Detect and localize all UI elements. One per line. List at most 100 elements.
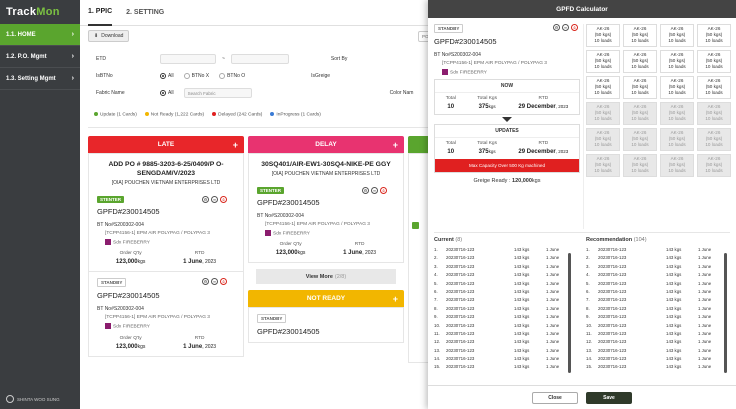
close-button[interactable]: Close — [532, 391, 578, 404]
machine-cell[interactable]: AK-26 (50 kgs) 10 loads — [623, 102, 657, 125]
list-item[interactable]: 1. 20230716-123 143 kgs 1 June — [434, 247, 578, 255]
machine-cell[interactable]: AK-26 (50 kgs) 10 loads — [623, 154, 657, 177]
machine-cell[interactable]: AK-26 (50 kgs) 10 loads — [623, 128, 657, 151]
save-button[interactable]: Save — [586, 391, 632, 404]
machine-cell[interactable]: AK-26 (50 kgs) 10 loads — [660, 128, 694, 151]
machine-cell[interactable]: AK-26 (50 kgs) 10 loads — [660, 154, 694, 177]
machine-cell[interactable]: AK-26 (50 kgs) 10 loads — [586, 76, 620, 99]
order-card[interactable]: 30SQ401/AIR-EW1-30SQ4-NIKE-PE GGY [OIA] … — [248, 153, 404, 264]
sidebar-item-setting-mgmt[interactable]: 1.3. Setting Mgmt › — [0, 68, 80, 90]
list-item[interactable]: 11. 20230716-123 143 kgs 1 June — [586, 331, 730, 339]
settings-icon[interactable]: ⚙ — [362, 187, 369, 194]
list-item[interactable]: 14. 20230716-123 143 kgs 1 June — [586, 356, 730, 364]
list-item[interactable]: 8. 20230716-123 143 kgs 1 June — [434, 306, 578, 314]
list-item[interactable]: 9. 20230716-123 143 kgs 1 June — [434, 314, 578, 322]
add-icon[interactable]: + — [232, 139, 238, 150]
machine-cell[interactable]: AK-26 (50 kgs) 10 loads — [586, 24, 620, 47]
machine-cell[interactable]: AK-26 (50 kgs) 10 loads — [697, 76, 731, 99]
machine-cell[interactable]: AK-26 (50 kgs) 10 loads — [586, 154, 620, 177]
list-item[interactable]: 3. 20230716-123 143 kgs 1 June — [434, 264, 578, 272]
settings-icon[interactable]: ⚙ — [553, 24, 560, 31]
add-icon[interactable]: + — [392, 139, 398, 150]
order-card[interactable]: STANDBY ⚙ ∞ ⦸ GPFD#230014505 BT No#S200302… — [88, 272, 244, 357]
row-date: 1 June — [698, 255, 712, 261]
settings-icon[interactable]: ⚙ — [202, 196, 209, 203]
list-item[interactable]: 1. 20230716-123 143 kgs 1 June — [586, 247, 730, 255]
list-item[interactable]: 10. 20230716-123 143 kgs 1 June — [586, 323, 730, 331]
list-item[interactable]: 12. 20230716-123 143 kgs 1 June — [586, 339, 730, 347]
list-item[interactable]: 5. 20230716-123 143 kgs 1 June — [434, 281, 578, 289]
machine-cell[interactable]: AK-26 (50 kgs) 10 loads — [697, 102, 731, 125]
machine-cell[interactable]: AK-26 (50 kgs) 10 loads — [586, 102, 620, 125]
etd-end-input[interactable] — [230, 53, 289, 64]
list-item[interactable]: 8. 20230716-123 143 kgs 1 June — [586, 306, 730, 314]
list-item[interactable]: 13. 20230716-123 143 kgs 1 June — [586, 348, 730, 356]
block-icon[interactable]: ⦸ — [220, 196, 227, 203]
list-item[interactable]: 13. 20230716-123 143 kgs 1 June — [434, 348, 578, 356]
machine-cell[interactable]: AK-26 (50 kgs) 10 loads — [660, 102, 694, 125]
list-item[interactable]: 3. 20230716-123 143 kgs 1 June — [586, 264, 730, 272]
radio-btno-x[interactable]: BTNo X — [183, 72, 209, 79]
add-icon[interactable]: + — [392, 293, 398, 304]
list-item[interactable]: 7. 20230716-123 143 kgs 1 June — [586, 297, 730, 305]
list-item[interactable]: 4. 20230716-123 143 kgs 1 June — [586, 272, 730, 280]
machine-cell[interactable]: AK-26 (50 kgs) 10 loads — [697, 50, 731, 73]
block-icon[interactable]: ⦸ — [220, 278, 227, 286]
machine-cell[interactable]: AK-26 (50 kgs) 10 loads — [586, 128, 620, 151]
list-item[interactable]: 2. 20230716-123 143 kgs 1 June — [434, 255, 578, 263]
list-item[interactable]: 4. 20230716-123 143 kgs 1 June — [434, 272, 578, 280]
list-item[interactable]: 10. 20230716-123 143 kgs 1 June — [434, 323, 578, 331]
scrollbar[interactable] — [568, 253, 571, 373]
link-icon[interactable]: ∞ — [371, 187, 378, 194]
row-index: 7. — [586, 297, 590, 303]
fabric-radio-all[interactable]: All — [160, 89, 174, 96]
tab-ppic[interactable]: 1. PPIC — [88, 0, 113, 26]
link-icon[interactable]: ∞ — [211, 278, 218, 286]
etd-start-input[interactable] — [160, 53, 216, 64]
list-item[interactable]: 12. 20230716-123 143 kgs 1 June — [434, 339, 578, 347]
list-item[interactable]: 6. 20230716-123 143 kgs 1 June — [586, 289, 730, 297]
list-item[interactable]: 7. 20230716-123 143 kgs 1 June — [434, 297, 578, 305]
machine-cell[interactable]: AK-26 (50 kgs) 10 loads — [697, 154, 731, 177]
radio-btno-o[interactable]: BTNo O — [219, 72, 245, 79]
block-icon[interactable]: ⦸ — [380, 187, 387, 194]
app-logo[interactable]: TrackMon — [0, 0, 80, 24]
list-item[interactable]: 11. 20230716-123 143 kgs 1 June — [434, 331, 578, 339]
settings-icon[interactable]: ⚙ — [202, 278, 209, 286]
list-item[interactable]: 5. 20230716-123 143 kgs 1 June — [586, 281, 730, 289]
list-item[interactable]: 9. 20230716-123 143 kgs 1 June — [586, 314, 730, 322]
total-kgs-label: Total Kgs — [477, 141, 497, 147]
top-tabs: 1. PPIC 2. SETTING — [80, 0, 736, 26]
machine-capacity: (50 kgs) — [594, 32, 612, 37]
list-item[interactable]: 15. 20230716-123 143 kgs 1 June — [586, 364, 730, 372]
scrollbar[interactable] — [724, 253, 727, 373]
machine-cell[interactable]: AK-26 (50 kgs) 10 loads — [623, 50, 657, 73]
radio-all[interactable]: All — [160, 72, 174, 79]
link-icon[interactable]: ∞ — [211, 196, 218, 203]
machine-cell[interactable]: AK-26 (50 kgs) 10 loads — [660, 24, 694, 47]
order-card[interactable]: STANDBY GPFD#230014505 — [248, 307, 404, 344]
tab-setting[interactable]: 2. SETTING — [126, 9, 165, 16]
machine-grid: AK-26 (50 kgs) 10 loads AK-26 (50 kgs) 10 loa… — [586, 24, 732, 177]
sidebar-item-po-mgmt[interactable]: 1.2. P.O. Mgmt › — [0, 46, 80, 68]
machine-cell[interactable]: AK-26 (50 kgs) 10 loads — [660, 76, 694, 99]
machine-cell[interactable]: AK-26 (50 kgs) 10 loads — [660, 50, 694, 73]
block-icon[interactable]: ⦸ — [571, 24, 578, 31]
machine-cell[interactable]: AK-26 (50 kgs) 10 loads — [586, 50, 620, 73]
list-item[interactable]: 2. 20230716-123 143 kgs 1 June — [586, 255, 730, 263]
list-item[interactable]: 14. 20230716-123 143 kgs 1 June — [434, 356, 578, 364]
machine-cell[interactable]: AK-26 (50 kgs) 10 loads — [623, 24, 657, 47]
row-date: 1 June — [698, 247, 712, 252]
order-card[interactable]: ADD PO # 9885-3203-6-25/0409/P O-SENGDAM… — [88, 153, 244, 273]
download-button[interactable]: ⬇ Download — [88, 30, 130, 42]
machine-cell[interactable]: AK-26 (50 kgs) 10 loads — [697, 24, 731, 47]
machine-cell[interactable]: AK-26 (50 kgs) 10 loads — [697, 128, 731, 151]
sidebar-item-home[interactable]: 1.1. HOME › — [0, 24, 80, 46]
view-more-button[interactable]: View More (2/8) — [256, 269, 396, 285]
total-kgs-value: 375 — [478, 149, 489, 156]
list-item[interactable]: 15. 20230716-123 143 kgs 1 June — [434, 364, 578, 372]
link-icon[interactable]: ∞ — [562, 24, 569, 31]
list-item[interactable]: 6. 20230716-123 143 kgs 1 June — [434, 289, 578, 297]
fabric-search-input[interactable]: Search Fabric — [183, 87, 252, 98]
machine-cell[interactable]: AK-26 (50 kgs) 10 loads — [623, 76, 657, 99]
